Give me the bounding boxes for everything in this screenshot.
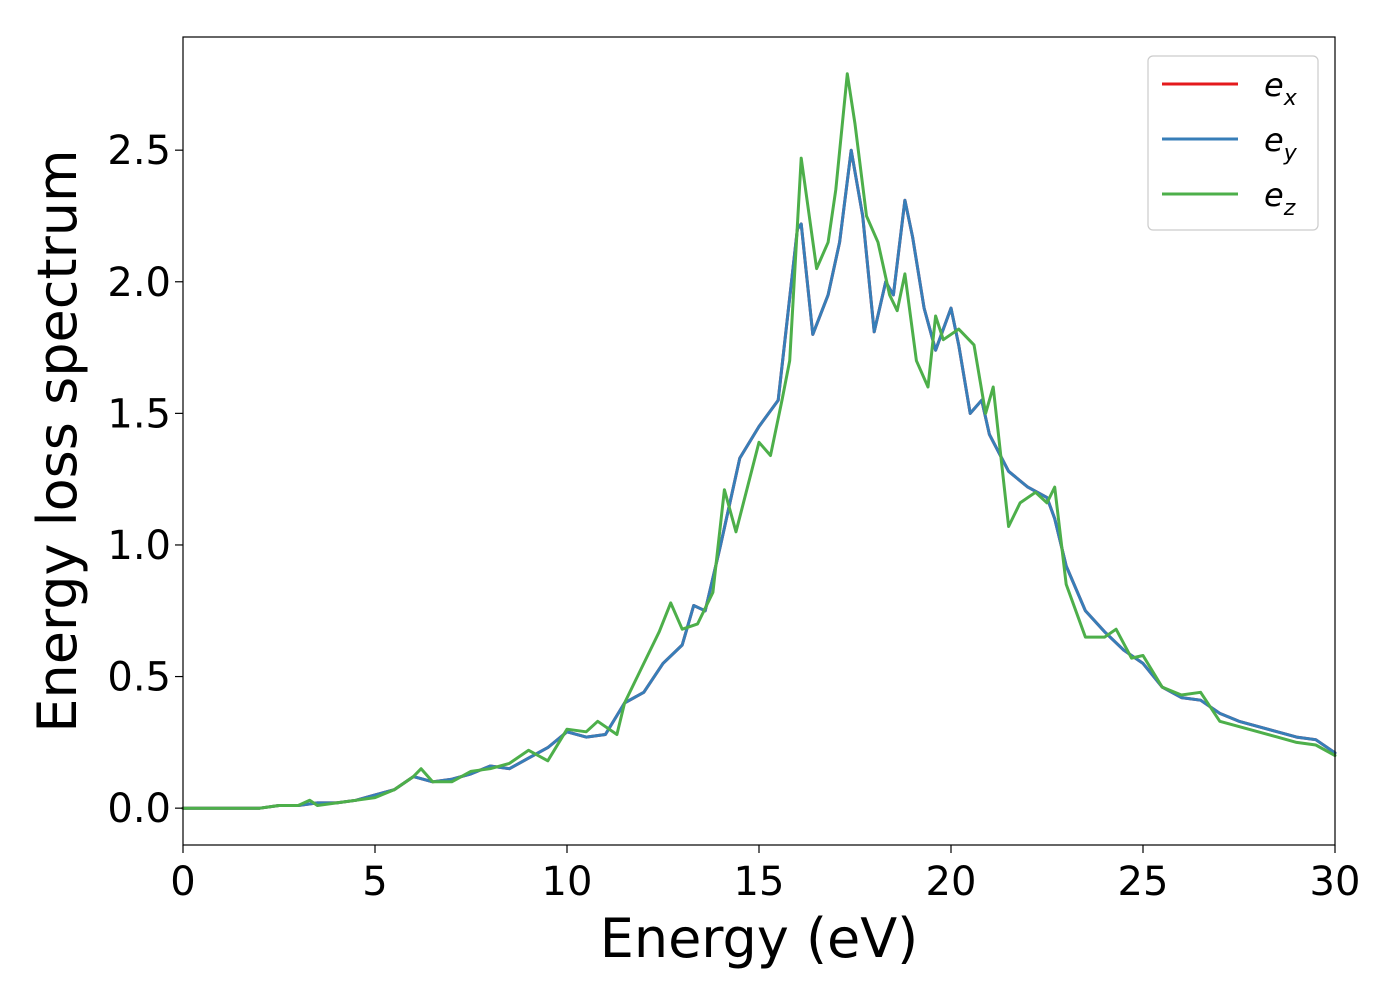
series-line-z (181, 72, 1337, 810)
x-tick-label: 0 (170, 859, 195, 905)
y-tick-label: 2.0 (107, 260, 171, 306)
y-tick-label: 1.0 (107, 523, 171, 569)
y-tick-label: 1.5 (107, 391, 171, 437)
series-lines (181, 72, 1337, 810)
x-tick-label: 10 (542, 859, 593, 905)
x-tick-label: 25 (1118, 859, 1169, 905)
x-axis-title: Energy (eV) (600, 907, 919, 970)
x-tick-label: 15 (734, 859, 785, 905)
x-tick-label: 5 (362, 859, 387, 905)
x-axis: 0 5 10 15 20 25 30 (170, 845, 1360, 905)
y-axis: 0.0 0.5 1.0 1.5 2.0 2.5 (107, 128, 183, 832)
x-tick-label: 30 (1310, 859, 1361, 905)
y-axis-title: Energy loss spectrum (26, 149, 89, 732)
y-tick-label: 0.5 (107, 655, 171, 701)
x-tick-label: 20 (926, 859, 977, 905)
y-tick-label: 2.5 (107, 128, 171, 174)
y-tick-label: 0.0 (107, 786, 171, 832)
legend-box (1147, 55, 1319, 231)
